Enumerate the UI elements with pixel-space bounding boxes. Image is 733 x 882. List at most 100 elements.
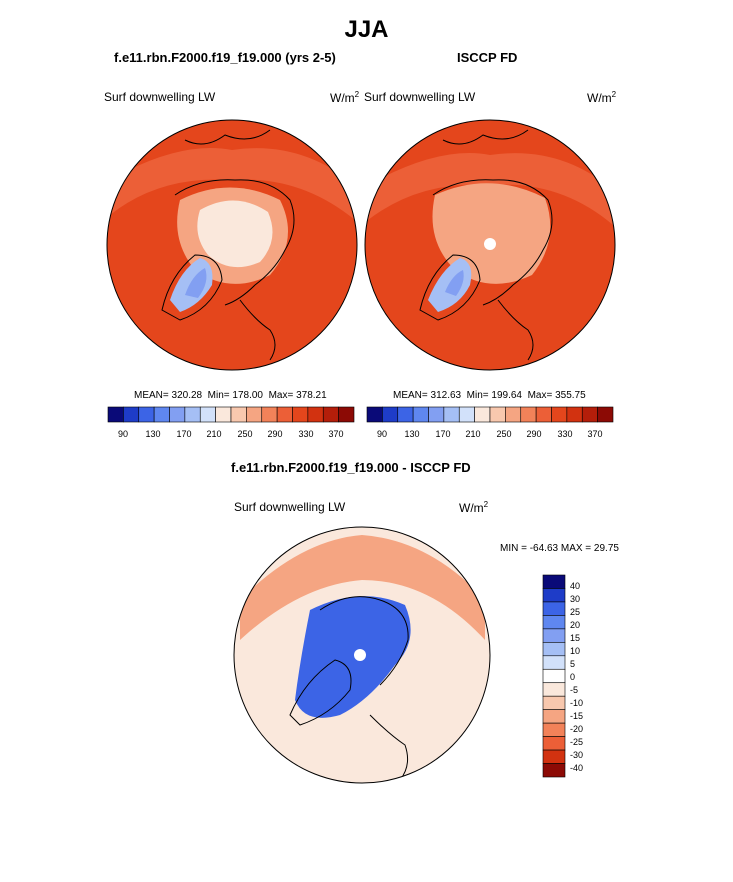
cbar1-tick-label: 210: [206, 429, 222, 439]
colorbar-difference: [542, 574, 566, 778]
colorbar-cell: [542, 722, 566, 737]
colorbar-cell: [474, 406, 491, 423]
cbar3-tick-label: -25: [570, 737, 584, 747]
cbar3-tick-label: -20: [570, 724, 584, 734]
colorbar-cell: [428, 406, 445, 423]
panel3-variable: Surf downwelling LW: [234, 500, 346, 514]
colorbar-obs: [366, 406, 614, 423]
colorbar-cell: [338, 406, 355, 423]
colorbar-cell: [542, 655, 566, 670]
colorbar-cell: [535, 406, 552, 423]
cbar1-tick-label: 370: [328, 429, 344, 439]
panel2-stats: MEAN= 312.63 Min= 199.64 Max= 355.75: [393, 390, 586, 401]
panel2-title: ISCCP FD: [457, 50, 518, 65]
map3-pole-mask: [354, 649, 366, 661]
map1-greenland-core: [185, 268, 207, 298]
cbar1-tick-label: 330: [298, 429, 314, 439]
cbar2-tick-label: 250: [496, 429, 512, 439]
colorbar-cell: [581, 406, 598, 423]
colorbar-cell: [443, 406, 460, 423]
panel3-title: f.e11.rbn.F2000.f19_f19.000 - ISCCP FD: [231, 460, 471, 475]
colorbar-cell: [542, 682, 566, 697]
map2-coast-europe: [497, 299, 534, 361]
map2-coast-north: [442, 129, 529, 145]
colorbar-cell: [566, 406, 583, 423]
cbar3-tick-label: -10: [570, 698, 584, 708]
colorbar-cell: [542, 642, 566, 657]
panel3-units: W/m2: [459, 500, 489, 515]
panel1-units: W/m2: [330, 90, 360, 105]
map1-coast-greenland: [161, 254, 223, 321]
colorbar-cell: [246, 406, 263, 423]
colorbar-cell: [458, 406, 475, 423]
colorbar-cell: [215, 406, 232, 423]
colorbar-cell: [123, 406, 140, 423]
colorbar-cell: [230, 406, 247, 423]
cbar3-tick-label: -5: [570, 685, 579, 695]
colorbar-cell: [199, 406, 216, 423]
colorbar-cell: [542, 736, 566, 751]
cbar1-tick-label: 90: [117, 429, 129, 439]
cbar2-tick-label: 210: [465, 429, 481, 439]
cbar1-tick-label: 290: [267, 429, 283, 439]
colorbar-cell: [542, 695, 566, 710]
map-panel-obs: [364, 119, 616, 371]
panel2-variable: Surf downwelling LW: [364, 90, 476, 104]
figure-title: JJA: [344, 16, 389, 43]
map3-warm-ring: [240, 535, 485, 640]
cbar3-tick-label: 15: [570, 633, 581, 643]
colorbar-cell: [322, 406, 339, 423]
colorbar-cell: [397, 406, 414, 423]
colorbar-cell: [169, 406, 186, 423]
map3-outline: [233, 526, 491, 784]
map2-coast-eurasia: [432, 179, 553, 306]
cbar3-tick-label: 5: [570, 659, 576, 669]
colorbar-cell: [382, 406, 399, 423]
cbar3-tick-label: 25: [570, 607, 581, 617]
colorbar-cell: [542, 574, 566, 589]
map2-coast-greenland: [419, 254, 481, 321]
panel3-minmax: MIN = -64.63 MAX = 29.75: [500, 543, 619, 554]
cbar1-tick-label: 130: [145, 429, 161, 439]
map3-coast-eurasia: [319, 596, 409, 686]
map1-warm-band: [110, 148, 355, 220]
panel1-title: f.e11.rbn.F2000.f19_f19.000 (yrs 2-5): [114, 50, 336, 65]
colorbar-cell: [597, 406, 614, 423]
colorbar-cell: [542, 709, 566, 724]
cbar3-tick-label: 10: [570, 646, 581, 656]
cbar3-tick-label: 40: [570, 581, 581, 591]
cbar3-tick-label: -15: [570, 711, 584, 721]
cbar1-tick-label: 170: [176, 429, 192, 439]
colorbar-cell: [542, 668, 566, 684]
colorbar-cell: [542, 601, 566, 616]
map3-coast-greenland: [289, 659, 352, 726]
colorbar-cell: [542, 749, 566, 764]
colorbar-cell: [138, 406, 155, 423]
map2-warm-band: [368, 153, 613, 225]
panel1-variable: Surf downwelling LW: [104, 90, 216, 104]
map1-arctic-pale: [197, 200, 273, 268]
map1-outline: [106, 119, 358, 371]
map3-coast-europe: [369, 714, 409, 781]
cbar2-tick-label: 330: [557, 429, 573, 439]
colorbar-cell: [276, 406, 293, 423]
colorbar-cell: [412, 406, 429, 423]
colorbar-cell: [292, 406, 309, 423]
colorbar-cell: [520, 406, 537, 423]
cbar3-tick-label: -40: [570, 763, 584, 773]
cbar2-tick-label: 170: [435, 429, 451, 439]
map1-coast-eurasia: [174, 179, 295, 306]
map-panel-model: [106, 119, 358, 371]
colorbar-model: [107, 406, 355, 423]
cbar3-tick-label: -30: [570, 750, 584, 760]
map2-outline: [364, 119, 616, 371]
cbar3-tick-label: 20: [570, 620, 581, 630]
colorbar-cell: [153, 406, 170, 423]
map2-greenland-core: [445, 270, 464, 296]
panel1-stats: MEAN= 320.28 Min= 178.00 Max= 378.21: [134, 390, 327, 401]
colorbar-cell: [551, 406, 568, 423]
cbar2-tick-label: 290: [526, 429, 542, 439]
colorbar-cell: [505, 406, 522, 423]
map-panel-difference: [233, 526, 491, 784]
cbar2-tick-label: 370: [587, 429, 603, 439]
